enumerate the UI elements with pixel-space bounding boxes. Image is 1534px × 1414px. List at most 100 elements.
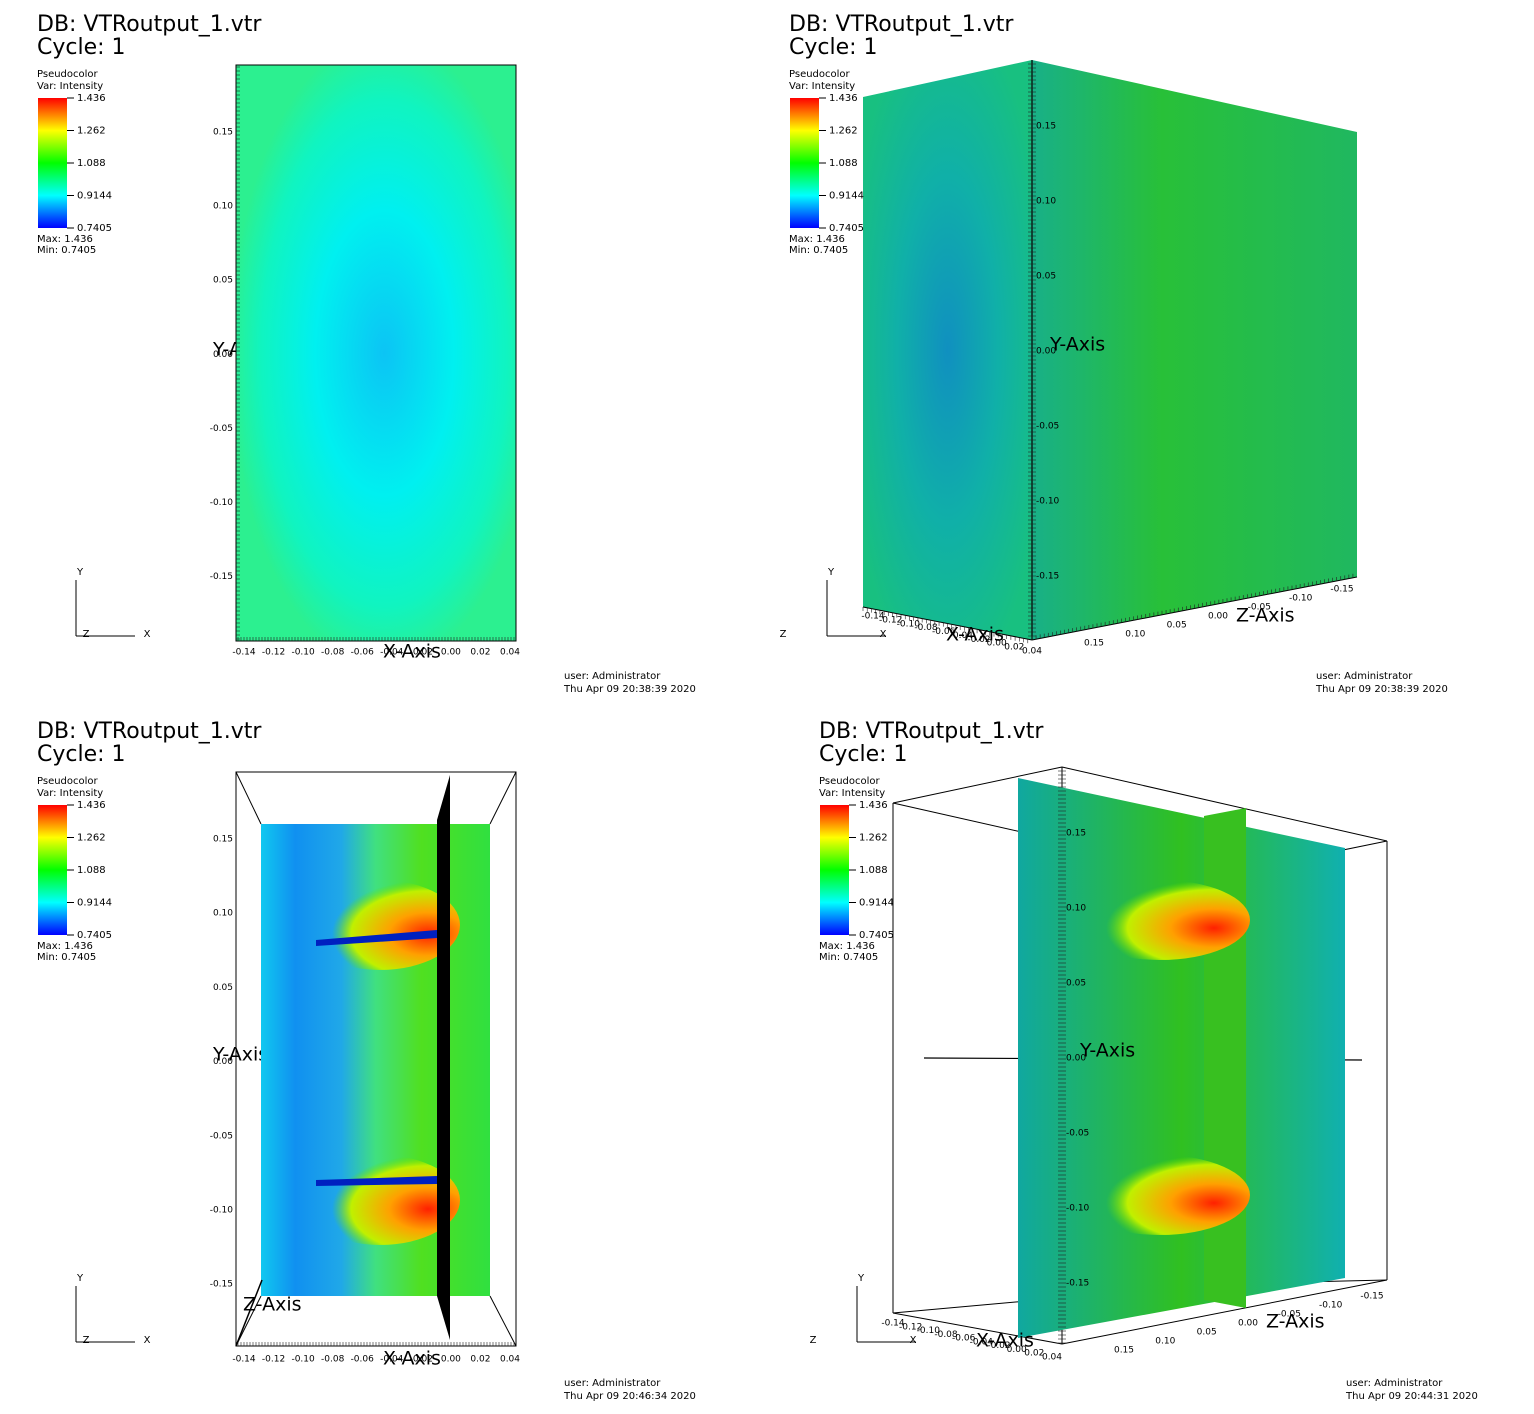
y-axis-title: Y-Axis — [1079, 1040, 1135, 1062]
slice-plane — [437, 775, 450, 1340]
legend-plot: Pseudocolor — [37, 69, 99, 80]
cycle: Cycle: 1 — [819, 742, 908, 767]
x-axis-title: X-Axis — [946, 624, 1004, 646]
legend-var: Var: Intensity — [819, 788, 885, 799]
x-tick-label: -0.04 — [970, 1337, 994, 1347]
legend-max: Max: 1.436 — [37, 234, 93, 245]
x-tick-label: -0.10 — [897, 619, 921, 629]
cycle: Cycle: 1 — [789, 35, 878, 60]
date: Thu Apr 09 20:38:39 2020 — [563, 684, 696, 695]
legend-min: Min: 0.7405 — [37, 245, 96, 256]
z-tick-label: 0.10 — [1125, 630, 1145, 640]
legend-plot: Pseudocolor — [819, 776, 881, 787]
y-tick-label: -0.05 — [210, 424, 233, 434]
legend-tick: 0.7405 — [77, 930, 112, 941]
user: user: Administrator — [564, 1378, 661, 1389]
z-tick-label: 0.00 — [1238, 1319, 1258, 1329]
frame-line — [489, 771, 517, 825]
x-tick-label: -0.14 — [232, 1355, 256, 1365]
triad-x: X — [144, 1335, 151, 1346]
legend-tick: 0.7405 — [859, 930, 894, 941]
x-tick-label: 0.04 — [1042, 1353, 1062, 1363]
triad-z: Z — [780, 629, 787, 640]
y-tick-label: 0.10 — [213, 202, 233, 212]
legend-min: Min: 0.7405 — [37, 952, 96, 963]
slice-plane — [1204, 808, 1246, 1308]
y-tick-label: 0.00 — [1066, 1054, 1086, 1064]
triad-x: X — [910, 1335, 917, 1346]
x-tick-label: -0.02 — [410, 1355, 433, 1365]
hot-spot — [300, 880, 460, 970]
z-tick-label: -0.10 — [1289, 594, 1313, 604]
frame-line — [1061, 1279, 1388, 1345]
y-tick-label: -0.10 — [1036, 497, 1060, 507]
x-tick-label: -0.04 — [380, 648, 404, 658]
x-tick-label: -0.02 — [987, 1341, 1010, 1351]
x-tick-label: -0.10 — [917, 1326, 941, 1336]
legend-tick: 1.088 — [77, 865, 106, 876]
left-face — [863, 60, 1032, 640]
legend-tick: 1.088 — [77, 158, 106, 169]
x-tick-label: 0.04 — [1022, 647, 1042, 657]
frame-line — [235, 1295, 262, 1347]
legend-max: Max: 1.436 — [37, 941, 93, 952]
y-tick-label: 0.15 — [1066, 829, 1086, 839]
y-tick-label: -0.15 — [210, 1280, 233, 1290]
pseudocolor-plot — [235, 64, 517, 642]
legend-tick: 0.9144 — [77, 191, 112, 202]
legend-max: Max: 1.436 — [789, 234, 845, 245]
frame-line — [489, 1295, 517, 1347]
x-tick-label: -0.10 — [291, 648, 315, 658]
x-tick-label: 0.00 — [441, 1355, 461, 1365]
db-name: DB: VTRoutput_1.vtr — [789, 12, 1014, 37]
legend-plot: Pseudocolor — [789, 69, 851, 80]
x-tick-label: 0.02 — [470, 648, 490, 658]
z-tick-label: -0.05 — [1278, 1310, 1301, 1320]
z-tick-label: -0.05 — [1248, 603, 1271, 613]
x-tick-label: -0.04 — [380, 1355, 404, 1365]
triad-z: Z — [83, 1335, 90, 1346]
legend-tick: 0.7405 — [829, 223, 864, 234]
x-tick-label: -0.10 — [291, 1355, 315, 1365]
triad-z: Z — [810, 1335, 817, 1346]
y-tick-label: 0.10 — [1066, 904, 1086, 914]
y-tick-label: -0.05 — [210, 1131, 233, 1141]
db-name: DB: VTRoutput_1.vtr — [819, 719, 1044, 744]
cold-edge — [316, 930, 437, 946]
legend-tick: 1.436 — [77, 800, 106, 811]
y-tick-label: 0.05 — [1036, 272, 1056, 282]
triad-z: Z — [83, 629, 90, 640]
frame-line — [892, 766, 1063, 804]
x-tick-label: -0.08 — [321, 648, 345, 658]
x-axis-title: X-Axis — [383, 1348, 441, 1370]
x-axis-title: X-Axis — [976, 1330, 1034, 1352]
x-tick-label: 0.04 — [500, 648, 520, 658]
legend-var: Var: Intensity — [37, 81, 103, 92]
x-tick-label: -0.08 — [321, 1355, 345, 1365]
user: user: Administrator — [1346, 1378, 1443, 1389]
z-tick-label: 0.05 — [1167, 621, 1187, 631]
z-tick-label: -0.10 — [1319, 1301, 1343, 1311]
legend-max: Max: 1.436 — [819, 941, 875, 952]
x-tick-label: -0.14 — [861, 612, 885, 622]
x-tick-label: -0.08 — [914, 623, 938, 633]
x-tick-label: 0.04 — [500, 1355, 520, 1365]
x-tick-label: -0.02 — [967, 635, 990, 645]
date: Thu Apr 09 20:44:31 2020 — [1345, 1391, 1478, 1402]
x-tick-label: -0.02 — [410, 648, 433, 658]
x-tick-label: 0.00 — [987, 639, 1007, 649]
color-bar — [790, 98, 819, 228]
y-tick-label: 0.05 — [213, 983, 233, 993]
color-bar — [820, 805, 849, 935]
y-tick-label: 0.15 — [213, 835, 233, 845]
cold-edge — [316, 1176, 437, 1186]
y-tick-label: -0.10 — [210, 498, 234, 508]
x-tick-label: -0.12 — [262, 1355, 285, 1365]
y-axis-title: Y-Axis — [1049, 334, 1105, 356]
legend-tick: 1.088 — [829, 158, 858, 169]
triad-y: Y — [857, 1273, 865, 1284]
y-tick-label: 0.10 — [213, 909, 233, 919]
x-axis-title: X-Axis — [383, 641, 441, 663]
x-tick-label: -0.12 — [879, 615, 902, 625]
